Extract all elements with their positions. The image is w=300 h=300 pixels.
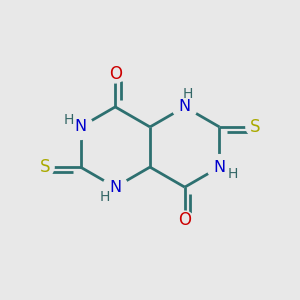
Text: N: N: [179, 99, 191, 114]
Text: H: H: [64, 113, 74, 127]
Text: H: H: [182, 87, 193, 101]
Text: H: H: [227, 167, 238, 181]
Circle shape: [172, 94, 197, 119]
Text: N: N: [74, 119, 87, 134]
Text: N: N: [109, 180, 121, 195]
Circle shape: [207, 154, 232, 180]
Circle shape: [103, 175, 128, 200]
Text: S: S: [250, 118, 260, 136]
Circle shape: [246, 118, 264, 136]
Circle shape: [176, 211, 194, 229]
Text: O: O: [109, 65, 122, 83]
Circle shape: [106, 65, 124, 83]
Circle shape: [68, 115, 93, 140]
Circle shape: [36, 158, 54, 176]
Text: O: O: [178, 211, 191, 229]
Text: H: H: [100, 190, 110, 204]
Text: N: N: [213, 160, 226, 175]
Text: S: S: [40, 158, 50, 176]
